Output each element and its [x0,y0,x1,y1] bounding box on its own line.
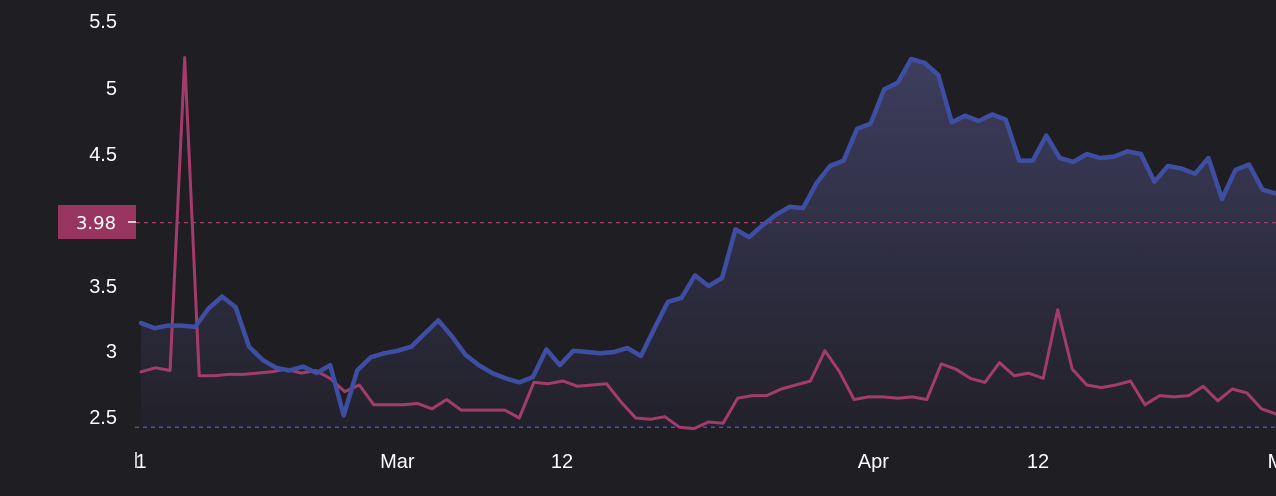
secondary-series-line [139,56,1276,431]
x-axis: 1 Mar 12 Apr 12 M [135,451,1276,473]
x-tick-label: 12 [551,451,573,473]
reference-badge-bg [58,205,136,239]
y-axis: 5.5 5 4.5 3.5 3 2.5 [89,11,117,429]
x-tick-label: Apr [858,451,889,473]
reference-value-label: 3.98 [76,213,116,234]
plot-area [135,56,1276,431]
x-tick-label: Mar [380,451,415,473]
primary-series-line [138,56,1276,418]
reference-value-badge: 3.98 [58,205,136,239]
y-tick-label: 5 [106,78,117,100]
y-tick-label: 4.5 [89,144,117,166]
y-tick-label: 3 [106,341,117,363]
y-tick-label: 5.5 [89,11,117,33]
y-tick-label: 3.5 [89,276,117,298]
x-tick-label: 12 [1027,451,1049,473]
x-tick-label: 1 [135,451,146,473]
y-tick-label: 2.5 [89,407,117,429]
x-tick-label: M [1268,451,1276,473]
